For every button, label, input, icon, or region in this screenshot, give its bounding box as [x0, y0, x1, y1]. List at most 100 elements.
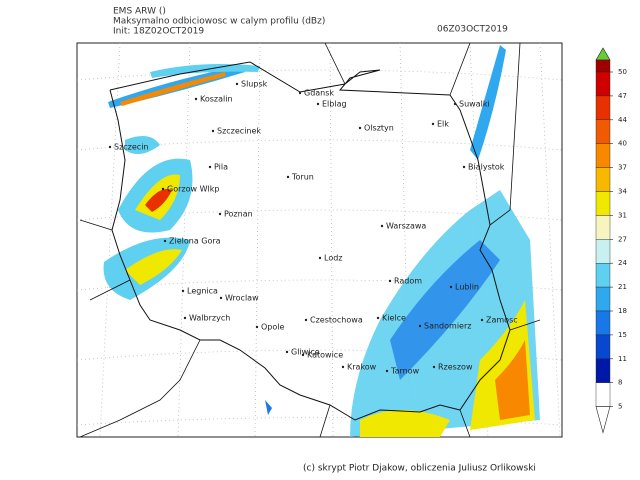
model-title: EMS ARW () — [113, 7, 166, 17]
city-label: Gliwice — [291, 348, 320, 357]
city-dot — [285, 350, 289, 354]
city-dot — [388, 279, 392, 283]
city-dot — [181, 289, 185, 293]
city-dot — [318, 256, 322, 260]
field-title: Maksymalno odbiciowosc w calym profilu (… — [113, 17, 325, 27]
city-label: Olsztyn — [364, 124, 394, 133]
city-label: Tarnow — [390, 367, 420, 376]
colorbar-segment — [595, 334, 611, 359]
colorbar-bottom-triangle — [595, 406, 611, 434]
colorbar-tick-label: 31 — [618, 211, 627, 219]
colorbar-segment — [595, 143, 611, 168]
colorbar-tick-label: 8 — [618, 379, 622, 387]
valid-time: 06Z03OCT2019 — [437, 25, 508, 35]
city-label: Katowice — [307, 351, 343, 360]
city-label: Walbrzych — [189, 314, 230, 323]
city-dot — [301, 353, 305, 357]
city-dot — [432, 365, 436, 369]
city-dot — [431, 122, 435, 126]
city-dot — [219, 296, 223, 300]
city-label: Rzeszow — [438, 363, 473, 372]
init-time: Init: 18Z02OCT2019 — [113, 27, 204, 37]
city-label: Pila — [214, 163, 228, 172]
city-label: Bialystok — [468, 163, 505, 172]
city-dot — [418, 324, 422, 328]
city-dot — [194, 97, 198, 101]
city-dot — [341, 365, 345, 369]
city-label: Gdansk — [304, 89, 334, 98]
colorbar-segment — [595, 95, 611, 121]
city-dot — [376, 316, 380, 320]
colorbar-segment — [595, 215, 611, 240]
colorbar-segment — [595, 239, 611, 264]
colorbar-tick-label: 27 — [618, 235, 627, 243]
colorbar-tick-label: 5 — [618, 403, 622, 411]
colorbar-segment — [595, 191, 611, 216]
city-label: Czestochowa — [310, 316, 363, 325]
colorbar-segment — [595, 286, 611, 312]
city-dot — [211, 129, 215, 133]
city-label: Wroclaw — [225, 294, 259, 303]
city-dot — [286, 175, 290, 179]
city-dot — [255, 325, 259, 329]
city-label: Slupsk — [241, 80, 268, 89]
colorbar-tick-label: 11 — [618, 355, 627, 363]
city-dot — [316, 102, 320, 106]
city-label: Poznan — [224, 210, 253, 219]
colorbar-top-triangle — [595, 47, 611, 61]
city-dot — [385, 369, 389, 373]
city-label: Legnica — [187, 287, 218, 296]
city-label: Lodz — [324, 254, 343, 263]
colorbar-tick-label: 40 — [618, 140, 627, 148]
colorbar-segment — [595, 382, 611, 407]
city-label: Sandomierz — [424, 322, 471, 331]
city-dot — [161, 187, 165, 191]
city-label: Elblag — [322, 100, 347, 109]
country-border — [109, 61, 511, 421]
colorbar-segment — [595, 119, 611, 144]
city-label: Szczecinek — [217, 127, 261, 136]
city-label: Radom — [394, 277, 422, 286]
city-label: Zielona Gora — [169, 237, 221, 246]
city-dot — [449, 285, 453, 289]
colorbar-tick-label: 15 — [618, 331, 627, 339]
city-label: Torun — [291, 173, 314, 182]
city-dot — [208, 165, 212, 169]
map-frame — [76, 42, 563, 438]
colorbar-segment — [595, 167, 611, 192]
city-dot — [298, 91, 302, 95]
footer-credit: (c) skrypt Piotr Djakow, obliczenia Juli… — [303, 464, 536, 474]
city-dot — [183, 316, 187, 320]
city-labels: Slupsk Gdansk Koszalin Elblag Suwalki Elk Olsz… — [108, 80, 518, 376]
colorbar-segment — [595, 310, 611, 336]
city-dot — [462, 165, 466, 169]
city-label: Szczecin — [114, 143, 149, 152]
colorbar-segment — [595, 59, 611, 73]
colorbar-tick-label: 44 — [618, 116, 627, 124]
colorbar-tick-label: 18 — [618, 307, 627, 315]
city-label: Koszalin — [200, 95, 233, 104]
city-dot — [480, 318, 484, 322]
city-label: Zamosc — [486, 316, 518, 325]
city-dot — [235, 82, 239, 86]
city-label: Lublin — [455, 283, 479, 292]
reflectivity — [103, 45, 540, 437]
city-label: Opole — [261, 323, 284, 332]
city-dot — [380, 224, 384, 228]
colorbar-segment — [595, 71, 611, 97]
city-dot — [358, 126, 362, 130]
city-dot — [453, 102, 457, 106]
colorbar-tick-label: 37 — [618, 164, 627, 172]
city-label: Kielce — [382, 314, 406, 323]
neighbor-border — [79, 42, 541, 438]
colorbar-tick-label: 34 — [618, 188, 627, 196]
colorbar-tick-label: 21 — [618, 283, 627, 291]
city-dot — [108, 145, 112, 149]
colorbar: 50 47 44 40 37 34 31 27 24 21 18 15 11 8 5 — [595, 47, 627, 434]
city-dot — [304, 318, 308, 322]
colorbar-tick-label: 47 — [618, 92, 627, 100]
city-label: Krakow — [347, 363, 377, 372]
city-label: Warszawa — [386, 222, 426, 231]
